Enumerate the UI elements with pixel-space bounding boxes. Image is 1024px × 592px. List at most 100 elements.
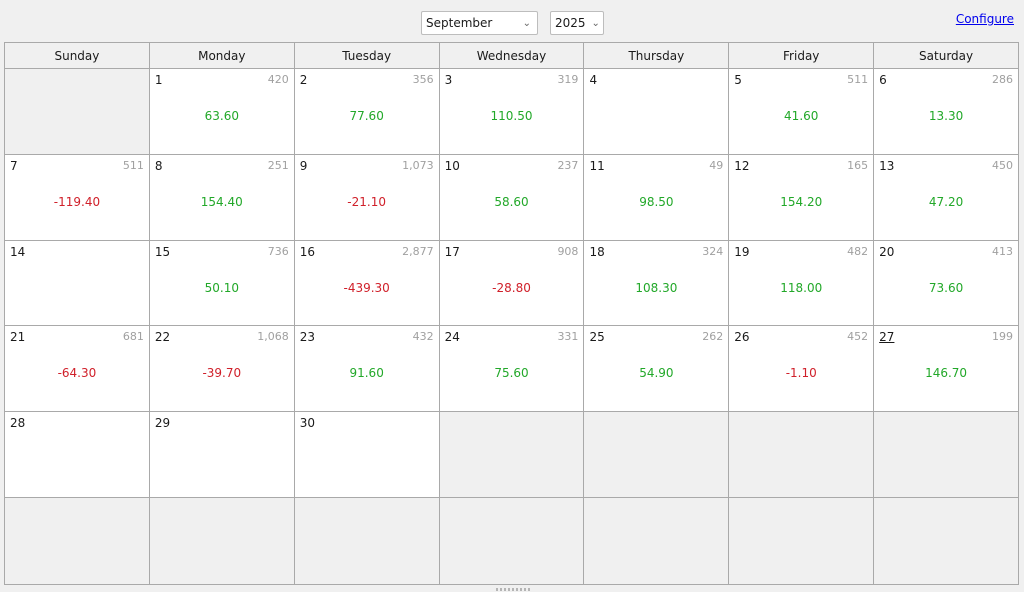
week-row: 14 15 736 50.10 16 2,877 -439.30 17 908 -28.80 18 3… xyxy=(5,240,1019,327)
empty-day-cell xyxy=(294,498,440,584)
empty-day-cell xyxy=(5,69,150,155)
empty-day-cell xyxy=(584,498,730,584)
trade-count: 199 xyxy=(992,330,1014,344)
day-cell[interactable]: 1 420 63.60 xyxy=(149,69,295,155)
empty-day-cell xyxy=(439,412,585,499)
day-number: 11 xyxy=(589,158,605,173)
daily-value: 47.20 xyxy=(928,194,964,209)
day-cell[interactable]: 11 49 98.50 xyxy=(584,154,730,241)
empty-day-cell xyxy=(584,412,730,499)
day-cell[interactable]: 29 xyxy=(149,412,295,499)
trade-count: 165 xyxy=(847,158,869,172)
day-cell[interactable]: 21 681 -64.30 xyxy=(5,326,150,413)
day-number: 6 xyxy=(879,73,887,87)
day-number: 12 xyxy=(734,158,750,173)
weekday-header: Sunday xyxy=(5,43,150,69)
trade-count: 1,073 xyxy=(402,158,434,172)
daily-value: 118.00 xyxy=(780,280,823,295)
day-cell[interactable]: 5 511 41.60 xyxy=(729,69,875,155)
day-cell[interactable]: 14 xyxy=(5,240,150,327)
day-cell[interactable]: 27 199 146.70 xyxy=(874,326,1019,413)
configure-link[interactable]: Configure xyxy=(955,12,1014,26)
day-number: 28 xyxy=(10,416,26,431)
weekday-header: Friday xyxy=(729,43,875,69)
day-cell[interactable]: 23 432 91.60 xyxy=(294,326,440,413)
trade-count: 49 xyxy=(709,158,724,172)
day-cell[interactable]: 7 511 -119.40 xyxy=(5,154,150,241)
weekday-header: Tuesday xyxy=(294,43,440,69)
day-cell[interactable]: 12 165 154.20 xyxy=(729,154,875,241)
week-row: 21 681 -64.30 22 1,068 -39.70 23 432 91.60 24 331 7… xyxy=(5,326,1019,413)
day-number: 19 xyxy=(734,244,750,259)
day-cell[interactable]: 17 908 -28.80 xyxy=(439,240,585,327)
month-select-value: September xyxy=(426,16,493,30)
day-number: 1 xyxy=(154,73,163,87)
day-cell[interactable]: 25 262 54.90 xyxy=(584,326,730,413)
calendar-grid: Sunday Monday Tuesday Wednesday Thursday… xyxy=(4,42,1019,585)
trade-count: 482 xyxy=(847,244,869,258)
day-number: 4 xyxy=(589,73,598,87)
day-cell[interactable]: 28 xyxy=(5,412,150,499)
daily-value: 91.60 xyxy=(349,366,384,381)
toolbar: September ⌄ 2025 ⌄ Configure xyxy=(0,0,1024,42)
trade-count: 450 xyxy=(992,158,1014,172)
day-number: 22 xyxy=(154,330,171,345)
daily-value: -28.80 xyxy=(492,280,531,295)
daily-value: 98.50 xyxy=(639,194,674,209)
year-select-value: 2025 xyxy=(555,16,586,30)
empty-day-cell xyxy=(439,498,585,584)
daily-value: 41.60 xyxy=(784,109,819,123)
day-number: 26 xyxy=(734,330,750,345)
day-cell[interactable]: 2 356 77.60 xyxy=(294,69,440,155)
daily-value: 154.20 xyxy=(780,194,823,209)
day-cell[interactable]: 22 1,068 -39.70 xyxy=(149,326,295,413)
empty-day-cell xyxy=(149,498,295,584)
day-cell[interactable]: 13 450 47.20 xyxy=(874,154,1019,241)
empty-day-cell xyxy=(874,412,1019,499)
day-cell[interactable]: 24 331 75.60 xyxy=(439,326,585,413)
day-cell[interactable]: 9 1,073 -21.10 xyxy=(294,154,440,241)
empty-day-cell xyxy=(729,412,875,499)
trade-count: 420 xyxy=(267,73,289,86)
empty-day-cell xyxy=(5,498,150,584)
day-cell[interactable]: 16 2,877 -439.30 xyxy=(294,240,440,327)
day-number: 24 xyxy=(444,330,460,345)
week-row: 1 420 63.60 2 356 77.60 3 319 110.50 4 5 511 41.60 6 2… xyxy=(5,69,1019,155)
daily-value: 54.90 xyxy=(639,366,674,381)
trade-count: 511 xyxy=(122,158,144,172)
trade-count: 2,877 xyxy=(402,244,434,258)
empty-day-cell xyxy=(874,498,1019,584)
daily-value: -119.40 xyxy=(53,194,101,209)
day-number: 10 xyxy=(444,158,460,173)
year-select[interactable]: 2025 ⌄ xyxy=(550,11,604,35)
chevron-down-icon: ⌄ xyxy=(591,17,600,29)
calendar-weeks: 1 420 63.60 2 356 77.60 3 319 110.50 4 5 511 41.60 6 2… xyxy=(5,69,1019,584)
empty-day-cell xyxy=(729,498,875,584)
day-cell[interactable]: 8 251 154.40 xyxy=(149,154,295,241)
trade-count: 331 xyxy=(557,330,579,344)
day-cell[interactable]: 15 736 50.10 xyxy=(149,240,295,327)
trade-count: 286 xyxy=(992,73,1014,86)
daily-value: 77.60 xyxy=(349,109,384,123)
day-cell[interactable]: 6 286 13.30 xyxy=(874,69,1019,155)
day-number: 30 xyxy=(299,416,315,431)
resize-grip[interactable] xyxy=(496,588,530,591)
day-number: 27 xyxy=(879,330,895,345)
day-cell[interactable]: 30 xyxy=(294,412,440,499)
day-number: 16 xyxy=(299,244,315,259)
day-cell[interactable]: 18 324 108.30 xyxy=(584,240,730,327)
month-select[interactable]: September ⌄ xyxy=(421,11,538,35)
day-cell[interactable]: 26 452 -1.10 xyxy=(729,326,875,413)
day-number: 15 xyxy=(154,244,171,259)
trade-count: 413 xyxy=(992,244,1014,258)
daily-value: -21.10 xyxy=(347,194,386,209)
day-number: 13 xyxy=(879,158,895,173)
day-cell[interactable]: 10 237 58.60 xyxy=(439,154,585,241)
day-cell[interactable]: 3 319 110.50 xyxy=(439,69,585,155)
trade-count: 736 xyxy=(267,244,289,258)
day-cell[interactable]: 4 xyxy=(584,69,730,155)
trade-count: 432 xyxy=(412,330,434,344)
day-cell[interactable]: 19 482 118.00 xyxy=(729,240,875,327)
day-cell[interactable]: 20 413 73.60 xyxy=(874,240,1019,327)
daily-value: 146.70 xyxy=(925,366,968,381)
